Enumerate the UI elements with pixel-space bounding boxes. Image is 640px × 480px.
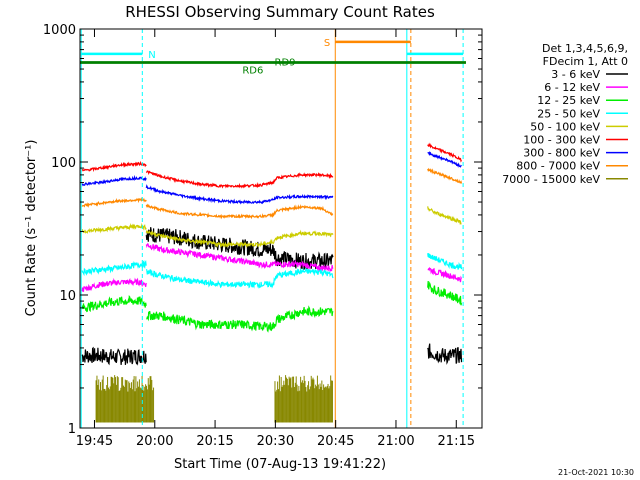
flag-label: S <box>324 38 330 49</box>
series-line <box>81 277 147 292</box>
axis-layer: 19:45 20:00 20:15 20:30 20:45 21:00 21:15 1 10 10… <box>43 23 482 449</box>
flag-label: N <box>148 50 155 61</box>
series-line <box>145 229 334 249</box>
flag-label: RD6 <box>242 65 263 76</box>
series-line <box>427 266 463 283</box>
legend-label: 50 - 100 keV <box>530 120 600 133</box>
y-tick-label: 1 <box>68 422 76 437</box>
legend-label: 12 - 25 keV <box>537 94 600 107</box>
legend-label: 6 - 12 keV <box>544 81 600 94</box>
series-line <box>81 294 147 313</box>
legend-label: 300 - 800 keV <box>523 147 600 160</box>
series-line <box>145 267 334 289</box>
series-line <box>427 206 462 225</box>
series-25-50-kev <box>81 253 463 289</box>
x-tick-label: 20:30 <box>257 434 294 449</box>
legend-label: 100 - 300 keV <box>523 134 600 147</box>
series-300-800-kev <box>81 150 462 205</box>
series-7000-15000-kev <box>95 375 333 423</box>
series-line <box>427 150 462 168</box>
x-tick-label: 19:45 <box>76 434 113 449</box>
series-line <box>427 167 463 184</box>
x-tick-label: 20:45 <box>317 434 354 449</box>
x-tick-label: 21:15 <box>438 434 475 449</box>
series-line <box>427 343 463 365</box>
series-6-12-kev <box>81 242 463 292</box>
series-800-7000-kev <box>81 167 463 220</box>
plot-frame <box>79 28 483 429</box>
series-50-100-kev <box>81 206 462 249</box>
y-tick-label: 1000 <box>43 23 76 38</box>
y-axis-label: Count Rate (s⁻¹ detector⁻¹) <box>24 140 39 317</box>
series-line <box>146 305 334 333</box>
legend-label: 25 - 50 keV <box>537 107 600 120</box>
series-line <box>145 242 334 273</box>
series-layer <box>81 142 463 423</box>
series-12-25-kev <box>81 280 463 333</box>
x-tick-label: 20:15 <box>196 434 233 449</box>
annotation-layer: N S RD6 RD9 <box>80 29 466 428</box>
flag-label: RD9 <box>275 57 296 68</box>
series-line <box>81 260 147 277</box>
x-axis-label: Start Time (07-Aug-13 19:41:22) <box>174 457 386 472</box>
legend-label: 800 - 7000 keV <box>516 160 600 173</box>
series-line <box>81 346 147 366</box>
legend-header-line-1: Det 1,3,4,5,6,9, <box>542 42 628 55</box>
series-line <box>145 203 334 220</box>
legend: Det 1,3,4,5,6,9, FDecim 1, Att 0 3 - 6 k… <box>502 42 628 186</box>
x-tick-label: 21:00 <box>377 434 414 449</box>
series-line <box>427 142 463 163</box>
x-tick-label: 20:00 <box>136 434 173 449</box>
series-line <box>145 184 334 205</box>
series-line <box>81 174 147 187</box>
legend-header-line-2: FDecim 1, Att 0 <box>543 55 628 68</box>
legend-label: 3 - 6 keV <box>551 68 600 81</box>
chart-title: RHESSI Observing Summary Count Rates <box>125 3 435 21</box>
y-tick-label: 10 <box>59 289 76 304</box>
legend-label: 7000 - 15000 keV <box>502 173 600 186</box>
series-100-300-kev <box>81 142 463 189</box>
footer-timestamp: 21-Oct-2021 10:30 <box>558 468 634 477</box>
series-line <box>81 222 147 234</box>
series-line <box>427 280 463 306</box>
series-line <box>81 160 147 173</box>
series-line <box>145 170 334 189</box>
y-tick-label: 100 <box>51 156 76 171</box>
series-line <box>427 253 463 270</box>
series-line <box>81 197 147 208</box>
